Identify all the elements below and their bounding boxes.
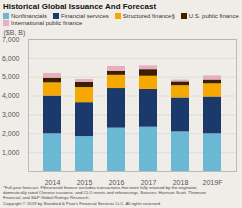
svg-text:1,000: 1,000 — [2, 149, 20, 156]
svg-text:5,000: 5,000 — [2, 73, 20, 80]
svg-text:2,000: 2,000 — [2, 130, 20, 137]
html-text:Nonfinancials: Nonfinancials — [11, 13, 47, 19]
html-text:International public finance: International public finance — [11, 20, 83, 26]
html-text:Financial services: Financial services — [61, 13, 109, 19]
html-text:Structured finance§: Structured finance§ — [122, 13, 175, 19]
svg-text:2017: 2017 — [141, 179, 157, 185]
svg-text:2019F: 2019F — [203, 179, 223, 185]
svg-text:7,000: 7,000 — [2, 36, 20, 43]
svg-text:2015: 2015 — [77, 179, 93, 185]
svg-text:6,000: 6,000 — [2, 55, 20, 62]
svg-text:4,000: 4,000 — [2, 92, 20, 99]
svg-text:2016: 2016 — [109, 179, 125, 185]
svg-text:3,000: 3,000 — [2, 111, 20, 118]
html-text:*Full-year forecast. §Structur: *Full-year forecast. §Structured finance… — [3, 185, 206, 206]
html-text:U.S. public finance: U.S. public finance — [188, 13, 239, 19]
svg-text:($B, B): ($B, B) — [4, 29, 26, 37]
svg-text:2014: 2014 — [45, 179, 61, 185]
svg-text:2018: 2018 — [173, 179, 189, 185]
html-text:Historical Global Issuance And: Historical Global Issuance And Forecast — [3, 2, 157, 11]
